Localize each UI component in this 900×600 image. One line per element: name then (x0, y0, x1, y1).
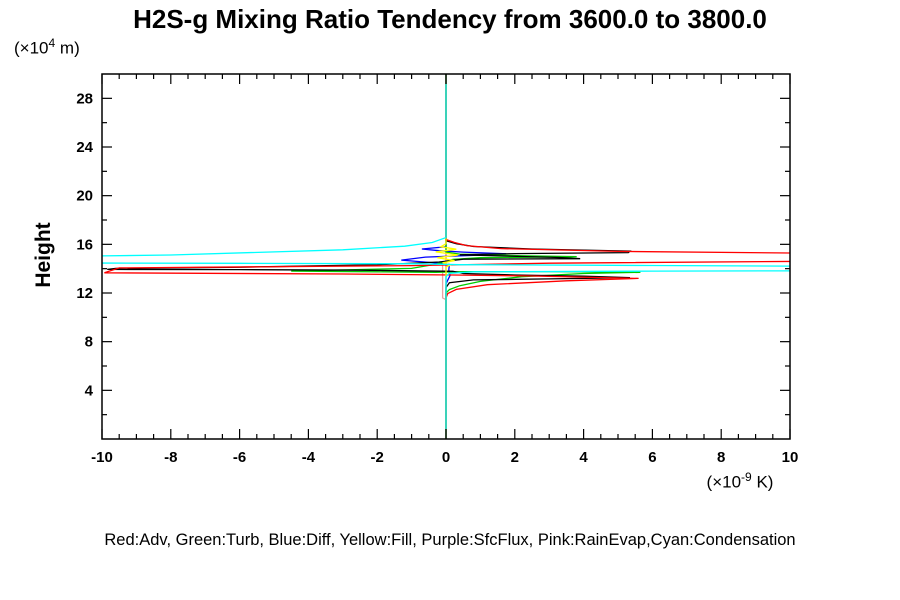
y-tick-label: 12 (76, 285, 93, 302)
chart-title: H2S-g Mixing Ratio Tendency from 3600.0 … (133, 4, 767, 34)
curve-diff (401, 74, 507, 439)
y-axis-title: Height (32, 222, 55, 288)
curve-fill (435, 74, 459, 439)
legend-text: Red:Adv, Green:Turb, Blue:Diff, Yellow:F… (104, 531, 796, 549)
y-tick-label: 20 (76, 188, 93, 205)
x-unit-prefix: (×10 (706, 472, 742, 492)
curve-adv (104, 74, 790, 439)
x-tick-label: -2 (371, 449, 384, 466)
y-unit-exponent: 4 (48, 36, 56, 50)
x-tick-label: -4 (302, 449, 316, 466)
x-unit-exponent: -9 (741, 470, 752, 484)
x-tick-label: -10 (91, 449, 113, 466)
curve-condensation (102, 74, 790, 439)
y-tick-label: 28 (76, 90, 93, 107)
x-tick-label: 0 (442, 449, 450, 466)
x-unit-suffix: K) (751, 472, 774, 492)
y-axis-unit-label: (×104 m) (14, 36, 80, 59)
x-tick-label: 8 (717, 449, 725, 466)
x-tick-label: 6 (648, 449, 656, 466)
x-tick-label: -6 (233, 449, 246, 466)
y-tick-label: 4 (85, 382, 94, 399)
y-unit-suffix: m) (55, 38, 80, 58)
y-tick-label: 16 (76, 236, 93, 253)
x-axis-unit-label: (×10-9 K) (590, 470, 890, 493)
x-tick-label: 10 (782, 449, 799, 466)
x-tick-label: 4 (579, 449, 588, 466)
x-tick-label: 2 (511, 449, 519, 466)
y-unit-prefix: (×10 (14, 38, 49, 58)
x-tick-label: -8 (164, 449, 177, 466)
y-tick-label: 8 (85, 334, 93, 351)
curve-turb (291, 74, 641, 439)
y-tick-label: 24 (76, 139, 93, 156)
